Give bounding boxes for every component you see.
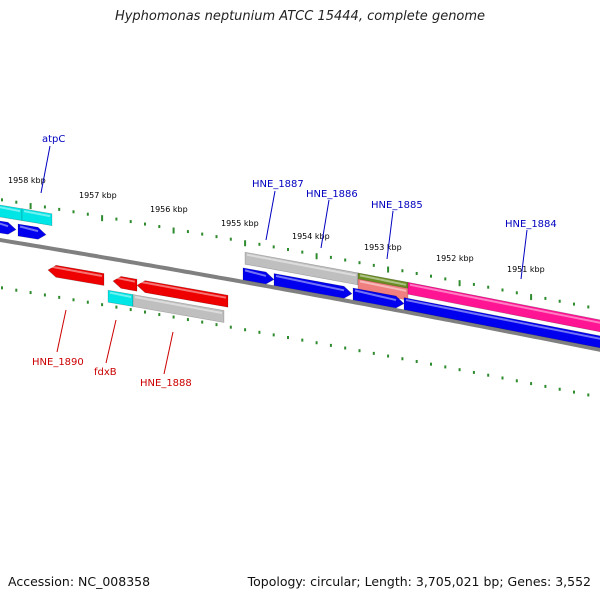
gene-arrow-HNE_1885-highlight — [409, 283, 600, 324]
gene-label-HNE_1888: HNE_1888 — [140, 378, 192, 389]
page-title: Hyphomonas neptunium ATCC 15444, complet… — [114, 9, 486, 24]
leader-line-HNE_1886 — [320, 199, 330, 249]
scale-label-1951: 1951 kbp — [507, 265, 545, 274]
leader-line-HNE_1884 — [520, 229, 528, 280]
gene-arrow-atpC — [21, 208, 53, 227]
scale-label-1956: 1956 kbp — [150, 205, 188, 214]
gene-features — [0, 204, 600, 349]
leader-line-HNE_1887 — [265, 190, 276, 241]
scale-label-1957: 1957 kbp — [79, 191, 117, 200]
scale-label-1955: 1955 kbp — [221, 219, 259, 228]
leader-line-HNE_1888 — [163, 331, 174, 375]
gene-arrow-cyan-1-highlight — [0, 206, 21, 213]
gene-arrow-red-2-highlight — [114, 276, 136, 283]
gene-arrow-cyan-1 — [0, 204, 23, 221]
genome-backbone — [0, 237, 600, 352]
accession-text: Accession: NC_008358 — [8, 574, 151, 589]
gene-arrow-HNE_1890 — [47, 264, 105, 286]
gene-arrow-blue-5 — [352, 287, 405, 309]
gene-arrow-blue-4 — [273, 273, 353, 299]
gene-label-HNE_1890: HNE_1890 — [32, 357, 84, 368]
labels: 1958 kbp 1957 kbp 1956 kbp 1955 kbp 1954… — [8, 134, 557, 389]
tick-marks — [1, 198, 590, 397]
gene-arrow-HNE_1889-highlight — [138, 280, 227, 299]
gene-arrow-atpC-highlight — [23, 210, 51, 218]
scale-label-1958: 1958 kbp — [8, 176, 46, 185]
gene-arrow-blue-1-highlight — [0, 222, 9, 228]
leader-line-HNE_1890 — [56, 309, 67, 353]
gene-arrow-blue-3-highlight — [244, 269, 267, 277]
gene-label-HNE_1886: HNE_1886 — [306, 189, 358, 200]
gene-arrow-HNE_1887-highlight — [246, 253, 357, 277]
gene-arrow-blue-1 — [0, 220, 17, 235]
gene-arrow-HNE_1888 — [132, 294, 225, 323]
scale-label-1954: 1954 kbp — [292, 232, 330, 241]
gene-arrow-blue-3 — [242, 267, 275, 285]
gene-arrow-HNE_1884-highlight — [405, 299, 600, 340]
scale-label-1953: 1953 kbp — [364, 243, 402, 252]
gene-label-atpC: atpC — [42, 134, 65, 145]
gene-arrow-blue-2 — [17, 223, 47, 240]
backbone-line — [0, 237, 600, 352]
gene-arrow-HNE_1890-highlight — [49, 265, 103, 277]
gene-label-HNE_1885: HNE_1885 — [371, 200, 423, 211]
leader-line-atpC — [40, 145, 51, 194]
gene-arrow-HNE_1885 — [407, 281, 600, 333]
gene-label-fdxB: fdxB — [94, 367, 117, 378]
gene-arrow-HNE_1886-bottom-highlight — [359, 280, 407, 292]
gene-arrow-blue-5-highlight — [354, 289, 397, 302]
gene-arrow-HNE_1886-top-highlight — [359, 274, 407, 286]
leader-line-fdxB — [105, 319, 117, 364]
gene-arrow-blue-2-highlight — [19, 225, 39, 233]
gene-label-HNE_1887: HNE_1887 — [252, 179, 304, 190]
gene-arrow-HNE_1888-highlight — [134, 295, 223, 314]
gene-arrow-HNE_1884 — [403, 297, 600, 349]
gene-arrow-blue-4-highlight — [275, 274, 345, 292]
gene-arrow-HNE_1889 — [136, 280, 229, 308]
leader-line-HNE_1885 — [386, 210, 394, 260]
gene-arrow-fdxB-highlight — [109, 291, 132, 298]
genome-summary-text: Topology: circular; Length: 3,705,021 bp… — [247, 574, 591, 589]
gene-label-HNE_1884: HNE_1884 — [505, 219, 557, 230]
scale-label-1952: 1952 kbp — [436, 254, 474, 263]
